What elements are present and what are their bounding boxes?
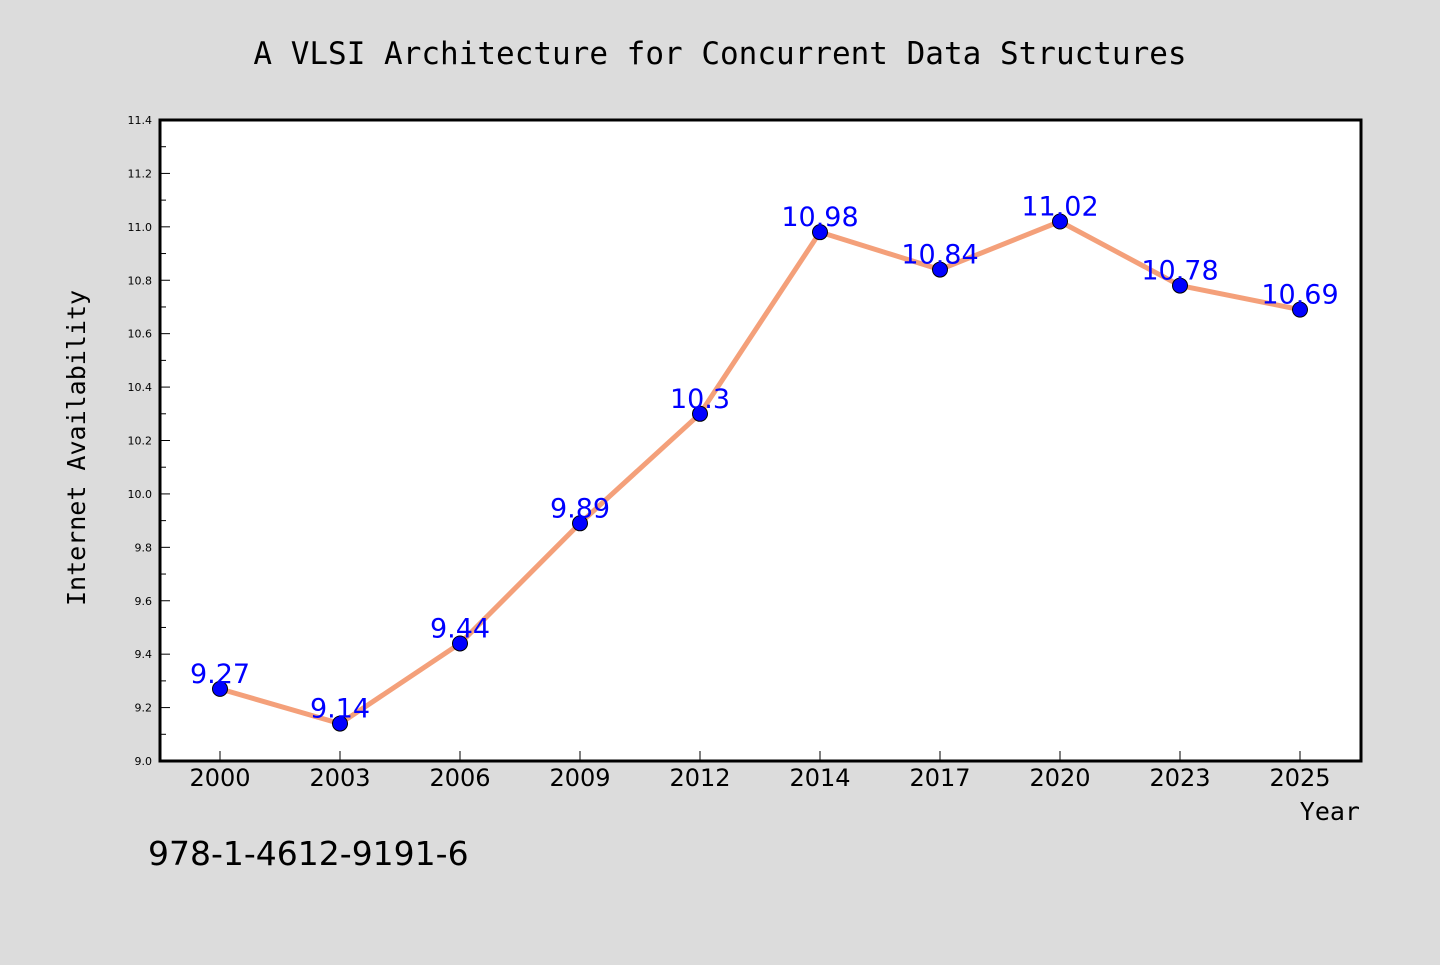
y-tick-label: 10.2 bbox=[128, 435, 153, 448]
y-tick-label: 9.4 bbox=[135, 648, 153, 661]
data-label: 9.89 bbox=[550, 493, 610, 524]
y-tick-label: 11.2 bbox=[128, 167, 153, 180]
data-label: 10.3 bbox=[670, 384, 730, 415]
data-label: 10.78 bbox=[1141, 256, 1218, 287]
y-tick-label: 11.4 bbox=[128, 114, 153, 127]
x-tick-label: 2017 bbox=[909, 764, 970, 792]
data-point bbox=[212, 680, 228, 697]
data-label: 10.84 bbox=[901, 240, 978, 271]
data-label: 11.02 bbox=[1021, 191, 1098, 222]
x-tick-label: 2025 bbox=[1269, 764, 1330, 792]
x-tick-label: 2012 bbox=[669, 764, 730, 792]
series-layer: 9.27 9.14 9.44 9.89 10.3 10.98 10.84 11.02 10.78… bbox=[190, 191, 1339, 732]
data-point bbox=[332, 715, 348, 732]
data-point bbox=[812, 224, 828, 241]
data-label: 10.69 bbox=[1261, 280, 1338, 311]
x-tick-label: 2014 bbox=[789, 764, 850, 792]
x-tick-label: 2003 bbox=[309, 764, 370, 792]
data-label: 10.98 bbox=[781, 202, 858, 233]
data-point bbox=[1172, 277, 1188, 294]
y-tick-label: 10.8 bbox=[128, 274, 153, 287]
x-tick-label: 2006 bbox=[429, 764, 490, 792]
x-tick-label: 2009 bbox=[549, 764, 610, 792]
isbn-label: 978-1-4612-9191-6 bbox=[148, 834, 469, 873]
y-tick-label: 11.0 bbox=[128, 221, 153, 234]
y-tick-label: 9.6 bbox=[135, 595, 153, 608]
data-label: 9.27 bbox=[190, 659, 250, 690]
y-tick-label: 10.6 bbox=[128, 328, 153, 341]
y-axis-label: Internet Availability bbox=[62, 290, 91, 606]
plot-area bbox=[158, 118, 1363, 763]
y-tick-label: 9.8 bbox=[135, 541, 153, 554]
x-axis-label: Year bbox=[1300, 797, 1360, 826]
data-point bbox=[932, 261, 948, 278]
y-tick-label: 10.4 bbox=[128, 381, 153, 394]
series-line bbox=[217, 218, 1303, 727]
data-point bbox=[692, 405, 708, 422]
x-tick-label: 2020 bbox=[1029, 764, 1090, 792]
data-point bbox=[1292, 301, 1308, 318]
y-tick-label: 10.0 bbox=[128, 488, 153, 501]
x-tick-label: 2000 bbox=[189, 764, 250, 792]
data-label: 9.14 bbox=[310, 694, 370, 725]
data-point bbox=[452, 635, 468, 652]
y-axis-ticks: 9.0 9.2 9.4 9.6 9.8 10.0 10.2 10.4 10.6 10.8 11.0 1… bbox=[128, 114, 170, 768]
data-label: 9.44 bbox=[430, 613, 490, 644]
y-tick-label: 9.0 bbox=[135, 755, 153, 768]
y-tick-label: 9.2 bbox=[135, 702, 153, 715]
chart-title: A VLSI Architecture for Concurrent Data … bbox=[253, 36, 1186, 72]
data-point bbox=[572, 515, 588, 532]
x-axis-ticks: 2000 2003 2006 2009 2012 2014 2017 2020 2023 2025 bbox=[189, 751, 1331, 792]
data-point bbox=[1052, 213, 1068, 230]
x-tick-label: 2023 bbox=[1149, 764, 1210, 792]
